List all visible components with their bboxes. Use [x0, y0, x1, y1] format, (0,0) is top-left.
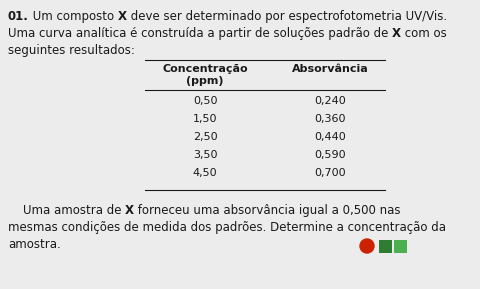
Text: 2,50: 2,50 — [192, 132, 217, 142]
Text: 0,50: 0,50 — [193, 96, 217, 106]
Bar — [394, 240, 407, 253]
Text: Concentração: Concentração — [162, 64, 248, 74]
Text: Uma curva analítica é construída a partir de soluções padrão de: Uma curva analítica é construída a parti… — [8, 27, 392, 40]
Text: mesmas condições de medida dos padrões. Determine a concentração da: mesmas condições de medida dos padrões. … — [8, 221, 446, 234]
Bar — [379, 240, 392, 253]
Text: 4,50: 4,50 — [192, 168, 217, 178]
Text: X: X — [392, 27, 401, 40]
Text: 0,240: 0,240 — [314, 96, 346, 106]
Text: 3,50: 3,50 — [193, 150, 217, 160]
Text: amostra.: amostra. — [8, 238, 61, 251]
Text: Absorvância: Absorvância — [292, 64, 368, 74]
Text: X: X — [125, 204, 134, 217]
Text: deve ser determinado por espectrofotometria UV/Vis.: deve ser determinado por espectrofotomet… — [127, 10, 447, 23]
Text: 01.: 01. — [8, 10, 29, 23]
Text: 0,700: 0,700 — [314, 168, 346, 178]
Text: Um composto: Um composto — [29, 10, 118, 23]
Text: 0,360: 0,360 — [314, 114, 346, 124]
Text: 0,590: 0,590 — [314, 150, 346, 160]
Text: com os: com os — [401, 27, 447, 40]
Text: forneceu uma absorvância igual a 0,500 nas: forneceu uma absorvância igual a 0,500 n… — [134, 204, 401, 217]
Text: seguintes resultados:: seguintes resultados: — [8, 44, 135, 57]
Text: X: X — [118, 10, 127, 23]
Text: 0,440: 0,440 — [314, 132, 346, 142]
Text: Uma amostra de: Uma amostra de — [8, 204, 125, 217]
Text: (ppm): (ppm) — [186, 76, 224, 86]
Text: 1,50: 1,50 — [193, 114, 217, 124]
Circle shape — [360, 239, 374, 253]
